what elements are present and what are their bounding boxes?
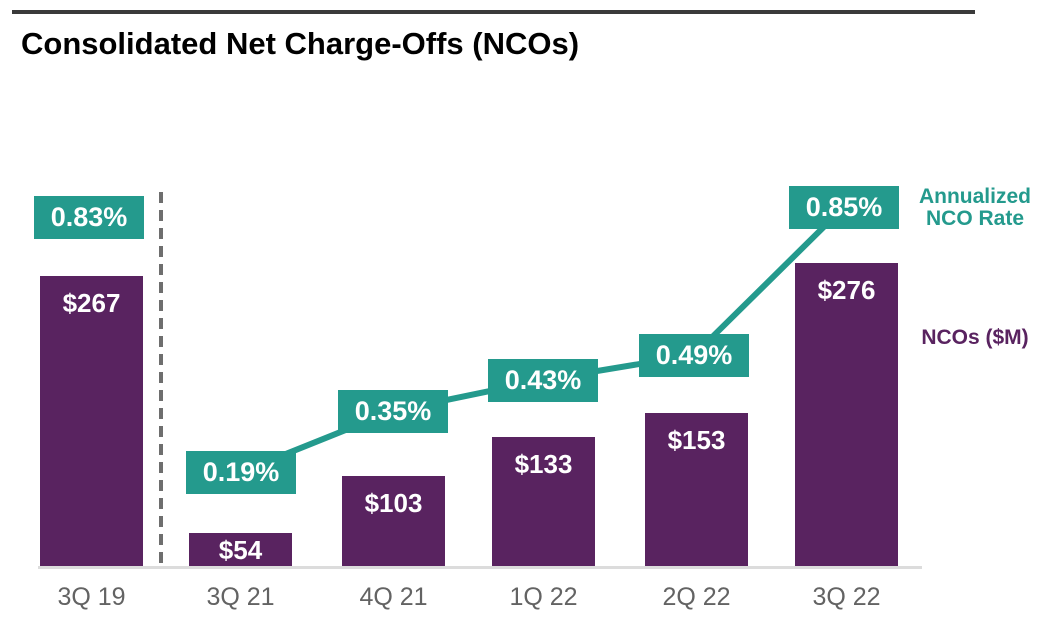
rate-value-label: 0.83% bbox=[50, 202, 128, 232]
rate-callout-1q22: 0.43% bbox=[488, 359, 598, 402]
x-axis-label-3q19: 3Q 19 bbox=[57, 583, 126, 611]
bar-value-label: $103 bbox=[364, 488, 423, 518]
rate-callout-2q22: 0.49% bbox=[639, 334, 749, 377]
rate-callout-4q21: 0.35% bbox=[338, 390, 448, 433]
legend-rate-line2: NCO Rate bbox=[925, 207, 1025, 230]
rate-value-label: 0.49% bbox=[655, 340, 733, 370]
bar-value-label: $267 bbox=[62, 288, 121, 318]
rate-value-label: 0.19% bbox=[202, 457, 280, 487]
legend-rate-line1: Annualized bbox=[918, 185, 1031, 208]
legend-ncos-dollars: NCOs ($M) bbox=[921, 326, 1029, 349]
rate-value-label: 0.85% bbox=[805, 192, 883, 222]
nco-bar-2q22: $153 bbox=[645, 413, 748, 566]
bar-value-label: $276 bbox=[817, 275, 876, 305]
x-axis-label-2q22: 2Q 22 bbox=[662, 583, 731, 611]
nco-rate-line bbox=[239, 204, 847, 475]
nco-bar-3q21: $54 bbox=[189, 533, 292, 566]
rate-callout-3q22: 0.85% bbox=[789, 186, 899, 229]
rate-value-label: 0.35% bbox=[354, 396, 432, 426]
nco-bar-3q22: $276 bbox=[795, 263, 898, 566]
nco-bar-3q19: $267 bbox=[40, 276, 143, 566]
x-axis-label-1q22: 1Q 22 bbox=[509, 583, 578, 611]
bar-value-label: $54 bbox=[218, 535, 263, 565]
bar-value-label: $133 bbox=[514, 449, 573, 479]
bar-value-label: $153 bbox=[667, 425, 726, 455]
x-axis-label-3q21: 3Q 21 bbox=[206, 583, 275, 611]
x-axis-label-3q22: 3Q 22 bbox=[812, 583, 881, 611]
nco-bar-1q22: $133 bbox=[492, 437, 595, 566]
top-divider-rule bbox=[12, 10, 975, 14]
rate-callout-3q21: 0.19% bbox=[186, 451, 296, 494]
x-axis-baseline bbox=[38, 566, 922, 569]
x-axis-label-4q21: 4Q 21 bbox=[359, 583, 428, 611]
rate-callout-3q19: 0.83% bbox=[34, 196, 144, 239]
page-title: Consolidated Net Charge-Offs (NCOs) bbox=[21, 26, 580, 61]
nco-bar-4q21: $103 bbox=[342, 476, 445, 566]
rate-value-label: 0.43% bbox=[504, 365, 582, 395]
legend-annualized-nco-rate: Annualized NCO Rate bbox=[913, 186, 1037, 230]
